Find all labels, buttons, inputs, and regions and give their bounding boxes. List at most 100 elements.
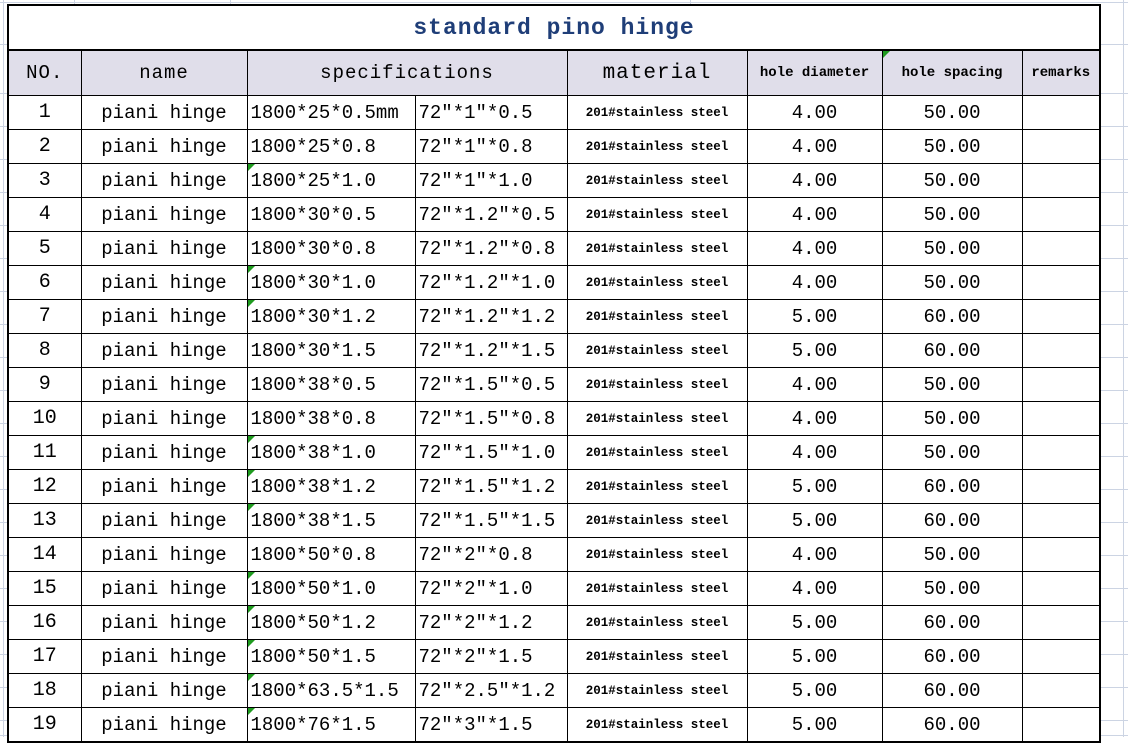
cell-spec-mm[interactable]: 1800*50*0.8 xyxy=(246,537,416,572)
cell-hole-diameter[interactable]: 4.00 xyxy=(746,163,883,198)
cell-remarks[interactable] xyxy=(1021,95,1101,130)
cell-no[interactable]: 4 xyxy=(7,197,82,232)
cell-material[interactable]: 201#stainless steel xyxy=(566,401,748,436)
cell-no[interactable]: 5 xyxy=(7,231,82,266)
cell-name[interactable]: piani hinge xyxy=(80,367,248,402)
cell-name[interactable]: piani hinge xyxy=(80,197,248,232)
cell-spec-inch[interactable]: 72″*1.5″*0.5 xyxy=(414,367,568,402)
cell-material[interactable]: 201#stainless steel xyxy=(566,673,748,708)
cell-material[interactable]: 201#stainless steel xyxy=(566,163,748,198)
cell-spec-inch[interactable]: 72″*1.5″*1.2 xyxy=(414,469,568,504)
cell-name[interactable]: piani hinge xyxy=(80,163,248,198)
cell-remarks[interactable] xyxy=(1021,129,1101,164)
cell-hole-spacing[interactable]: 50.00 xyxy=(881,401,1023,436)
cell-remarks[interactable] xyxy=(1021,537,1101,572)
cell-material[interactable]: 201#stainless steel xyxy=(566,503,748,538)
cell-name[interactable]: piani hinge xyxy=(80,333,248,368)
cell-name[interactable]: piani hinge xyxy=(80,265,248,300)
cell-hole-spacing[interactable]: 60.00 xyxy=(881,503,1023,538)
cell-spec-inch[interactable]: 72″*2″*0.8 xyxy=(414,537,568,572)
cell-material[interactable]: 201#stainless steel xyxy=(566,197,748,232)
cell-hole-spacing[interactable]: 50.00 xyxy=(881,265,1023,300)
cell-spec-inch[interactable]: 72″*1.5″*1.0 xyxy=(414,435,568,470)
cell-spec-mm[interactable]: 1800*38*0.5 xyxy=(246,367,416,402)
cell-remarks[interactable] xyxy=(1021,401,1101,436)
header-hole-diameter[interactable]: hole diameter xyxy=(746,49,883,96)
cell-spec-inch[interactable]: 72″*1.2″*0.8 xyxy=(414,231,568,266)
cell-hole-spacing[interactable]: 50.00 xyxy=(881,435,1023,470)
cell-spec-inch[interactable]: 72″*1.2″*1.2 xyxy=(414,299,568,334)
cell-remarks[interactable] xyxy=(1021,231,1101,266)
cell-hole-spacing[interactable]: 60.00 xyxy=(881,639,1023,674)
cell-name[interactable]: piani hinge xyxy=(80,605,248,640)
cell-hole-diameter[interactable]: 4.00 xyxy=(746,367,883,402)
cell-hole-diameter[interactable]: 4.00 xyxy=(746,231,883,266)
cell-no[interactable]: 12 xyxy=(7,469,82,504)
cell-remarks[interactable] xyxy=(1021,435,1101,470)
cell-spec-inch[interactable]: 72″*2″*1.2 xyxy=(414,605,568,640)
cell-hole-spacing[interactable]: 50.00 xyxy=(881,129,1023,164)
cell-no[interactable]: 10 xyxy=(7,401,82,436)
cell-material[interactable]: 201#stainless steel xyxy=(566,333,748,368)
cell-spec-mm[interactable]: 1800*38*0.8 xyxy=(246,401,416,436)
cell-spec-mm[interactable]: 1800*30*0.5 xyxy=(246,197,416,232)
cell-hole-diameter[interactable]: 5.00 xyxy=(746,333,883,368)
cell-no[interactable]: 13 xyxy=(7,503,82,538)
cell-spec-mm[interactable]: 1800*50*1.2 xyxy=(246,605,416,640)
cell-spec-inch[interactable]: 72″*1″*0.5 xyxy=(414,95,568,130)
cell-hole-diameter[interactable]: 5.00 xyxy=(746,469,883,504)
cell-remarks[interactable] xyxy=(1021,265,1101,300)
cell-hole-diameter[interactable]: 5.00 xyxy=(746,503,883,538)
header-hole-spacing[interactable]: hole spacing xyxy=(881,49,1023,96)
cell-remarks[interactable] xyxy=(1021,673,1101,708)
cell-spec-inch[interactable]: 72″*1″*0.8 xyxy=(414,129,568,164)
cell-material[interactable]: 201#stainless steel xyxy=(566,129,748,164)
cell-no[interactable]: 3 xyxy=(7,163,82,198)
cell-material[interactable]: 201#stainless steel xyxy=(566,537,748,572)
cell-hole-spacing[interactable]: 50.00 xyxy=(881,537,1023,572)
cell-name[interactable]: piani hinge xyxy=(80,469,248,504)
cell-material[interactable]: 201#stainless steel xyxy=(566,469,748,504)
cell-hole-spacing[interactable]: 60.00 xyxy=(881,469,1023,504)
cell-name[interactable]: piani hinge xyxy=(80,401,248,436)
cell-hole-diameter[interactable]: 4.00 xyxy=(746,435,883,470)
cell-name[interactable]: piani hinge xyxy=(80,571,248,606)
cell-spec-mm[interactable]: 1800*50*1.0 xyxy=(246,571,416,606)
cell-remarks[interactable] xyxy=(1021,197,1101,232)
cell-name[interactable]: piani hinge xyxy=(80,231,248,266)
cell-name[interactable]: piani hinge xyxy=(80,537,248,572)
header-no[interactable]: NO. xyxy=(7,49,82,96)
cell-hole-spacing[interactable]: 50.00 xyxy=(881,571,1023,606)
cell-no[interactable]: 9 xyxy=(7,367,82,402)
cell-spec-mm[interactable]: 1800*38*1.2 xyxy=(246,469,416,504)
cell-hole-spacing[interactable]: 60.00 xyxy=(881,333,1023,368)
cell-hole-spacing[interactable]: 50.00 xyxy=(881,231,1023,266)
cell-remarks[interactable] xyxy=(1021,163,1101,198)
cell-hole-spacing[interactable]: 60.00 xyxy=(881,673,1023,708)
cell-spec-mm[interactable]: 1800*63.5*1.5 xyxy=(246,673,416,708)
cell-no[interactable]: 14 xyxy=(7,537,82,572)
cell-name[interactable]: piani hinge xyxy=(80,435,248,470)
title-cell[interactable]: standard pino hinge xyxy=(7,4,1101,51)
header-remarks[interactable]: remarks xyxy=(1021,49,1101,96)
cell-spec-mm[interactable]: 1800*25*1.0 xyxy=(246,163,416,198)
cell-hole-spacing[interactable]: 50.00 xyxy=(881,95,1023,130)
cell-name[interactable]: piani hinge xyxy=(80,95,248,130)
cell-spec-inch[interactable]: 72″*1.5″*1.5 xyxy=(414,503,568,538)
cell-remarks[interactable] xyxy=(1021,571,1101,606)
cell-spec-inch[interactable]: 72″*1″*1.0 xyxy=(414,163,568,198)
cell-material[interactable]: 201#stainless steel xyxy=(566,367,748,402)
cell-hole-spacing[interactable]: 60.00 xyxy=(881,605,1023,640)
cell-spec-inch[interactable]: 72″*1.2″*0.5 xyxy=(414,197,568,232)
cell-spec-inch[interactable]: 72″*2.5″*1.2 xyxy=(414,673,568,708)
cell-no[interactable]: 11 xyxy=(7,435,82,470)
cell-spec-inch[interactable]: 72″*1.2″*1.0 xyxy=(414,265,568,300)
cell-spec-mm[interactable]: 1800*30*0.8 xyxy=(246,231,416,266)
cell-remarks[interactable] xyxy=(1021,299,1101,334)
cell-remarks[interactable] xyxy=(1021,367,1101,402)
cell-hole-spacing[interactable]: 50.00 xyxy=(881,197,1023,232)
cell-name[interactable]: piani hinge xyxy=(80,503,248,538)
cell-spec-mm[interactable]: 1800*50*1.5 xyxy=(246,639,416,674)
cell-remarks[interactable] xyxy=(1021,605,1101,640)
cell-hole-diameter[interactable]: 5.00 xyxy=(746,605,883,640)
